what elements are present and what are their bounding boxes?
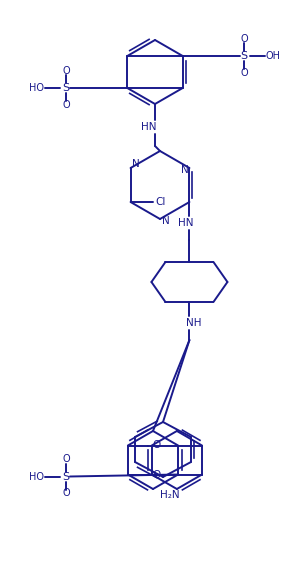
Text: N: N [162,216,170,226]
Text: HO: HO [29,472,45,481]
Text: O: O [62,454,70,465]
Text: O: O [153,470,161,480]
Text: OH: OH [265,51,281,61]
Text: HO: HO [29,83,45,93]
Text: N: N [181,165,188,175]
Text: H₂N: H₂N [160,489,180,500]
Text: Cl: Cl [155,197,166,207]
Text: NH: NH [186,318,201,328]
Text: O: O [153,440,161,450]
Text: O: O [240,68,248,78]
Text: O: O [240,34,248,44]
Text: HN: HN [141,122,157,132]
Text: HN: HN [178,218,193,228]
Text: O: O [62,100,70,110]
Text: S: S [62,83,70,93]
Text: S: S [240,51,247,61]
Text: S: S [62,472,70,481]
Text: O: O [62,66,70,76]
Text: O: O [62,489,70,499]
Text: N: N [132,159,139,169]
